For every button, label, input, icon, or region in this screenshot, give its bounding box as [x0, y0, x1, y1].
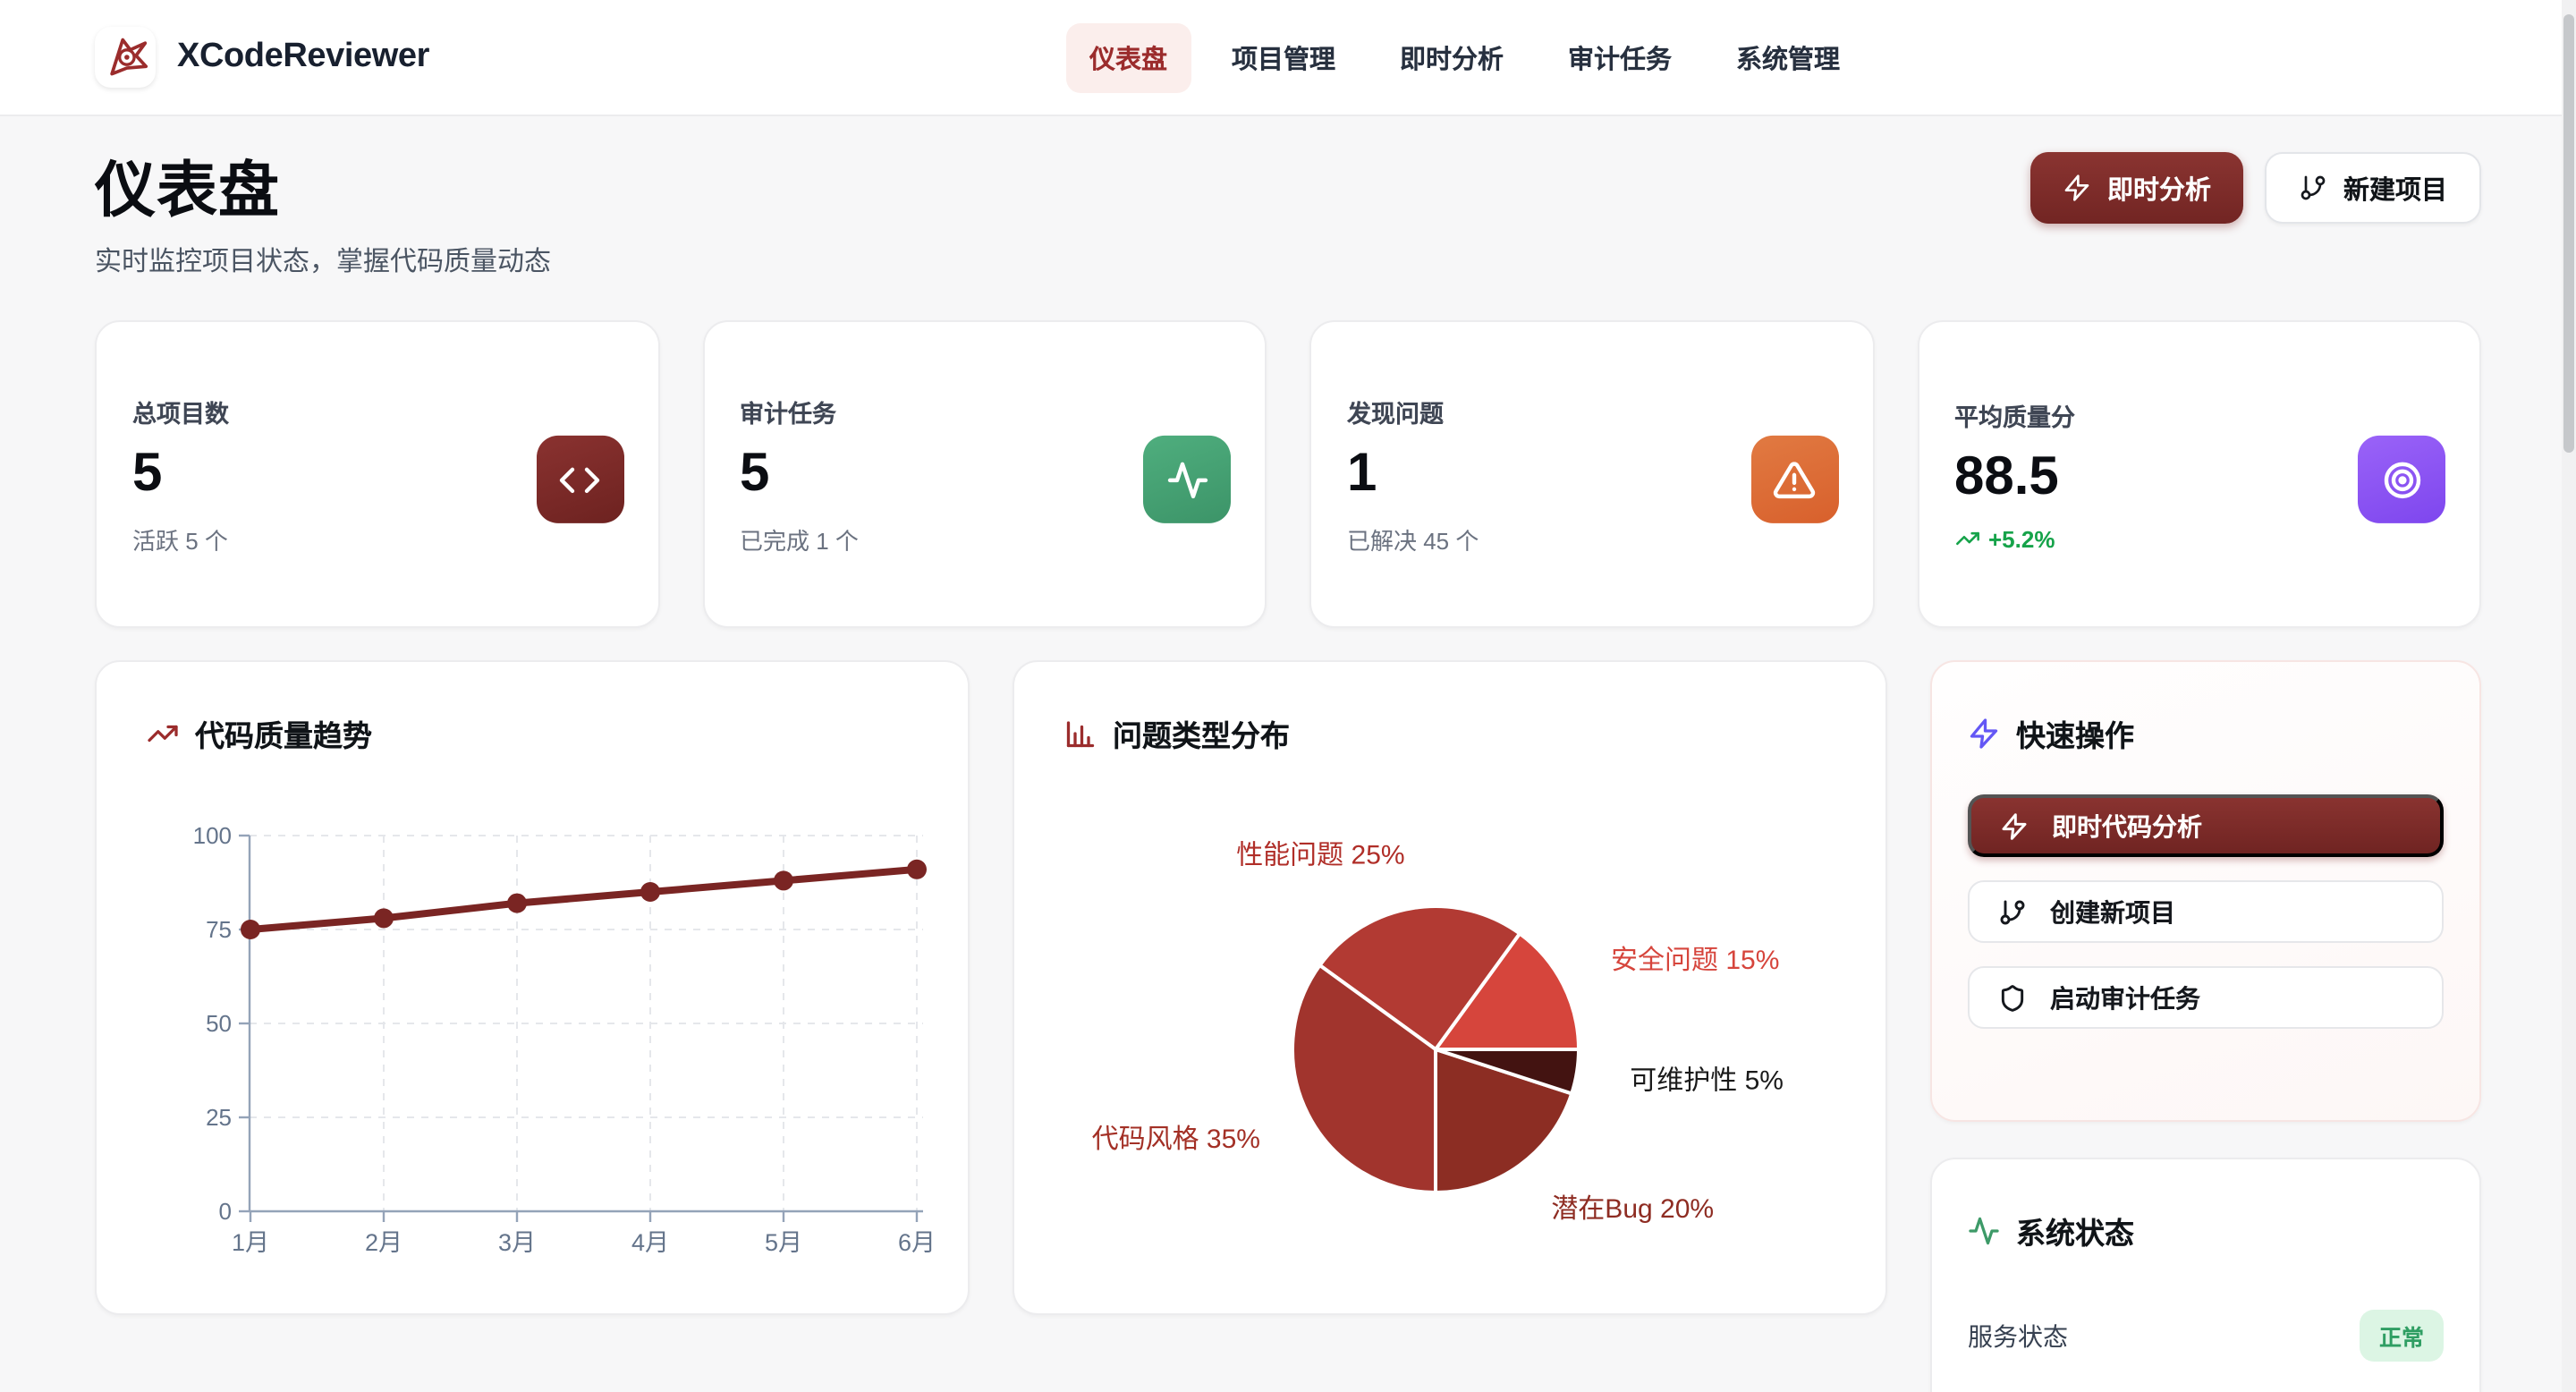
new-project-button[interactable]: 新建项目 — [2265, 152, 2481, 224]
page-head-text: 仪表盘 实时监控项目状态，掌握代码质量动态 — [95, 141, 551, 279]
bolt-icon — [1968, 717, 2000, 750]
svg-text:可维护性 5%: 可维护性 5% — [1630, 1065, 1784, 1095]
stat-sub: 已解决 45 个 — [1347, 527, 1479, 554]
stat-trend: +5.2% — [1954, 525, 2444, 552]
quick-action-label: 启动审计任务 — [2050, 983, 2200, 1012]
quick-action-label: 创建新项目 — [2050, 897, 2175, 926]
issue-distribution-card: 问题类型分布 安全问题 15% 性能问题 25% 代码风格 35% 潜在Bug 20%… — [1013, 660, 1887, 1315]
svg-text:4月: 4月 — [631, 1229, 669, 1256]
system-status-rows: 服务状态正常API响应45ms — [1968, 1310, 2444, 1392]
svg-text:潜在Bug 20%: 潜在Bug 20% — [1551, 1194, 1714, 1224]
stat-card-0: 总项目数 5 活跃 5 个 — [95, 320, 659, 628]
stat-label: 总项目数 — [132, 400, 229, 427]
shield-icon — [1998, 983, 2027, 1012]
stat-card-2: 发现问题 1 已解决 45 个 — [1309, 320, 1874, 628]
stat-card-1: 审计任务 5 已完成 1 个 — [702, 320, 1267, 628]
stat-value: 1 — [1347, 443, 1377, 502]
new-project-label: 新建项目 — [2343, 176, 2447, 205]
charts-row: 代码质量趋势 0 25 50 75 100 1月 2月 3月 4月 5月 6月 问题类型分布 安全问… — [95, 660, 2481, 1392]
svg-text:3月: 3月 — [498, 1229, 536, 1256]
trending-up-icon — [1954, 526, 1979, 551]
nav-item-1[interactable]: 项目管理 — [1232, 47, 1335, 75]
quick-actions-title-row: 快速操作 — [1968, 662, 2444, 755]
app-logo-icon — [95, 27, 156, 88]
svg-text:安全问题 15%: 安全问题 15% — [1611, 946, 1779, 975]
quality-trend-title: 代码质量趋势 — [195, 721, 372, 753]
git-branch-icon — [2299, 174, 2327, 202]
svg-text:100: 100 — [193, 822, 232, 849]
svg-text:25: 25 — [206, 1104, 232, 1131]
quick-action-buttons: 即时代码分析 创建新项目启动审计任务 — [1968, 794, 2444, 1029]
nav-items: 仪表盘 项目管理 即时分析 审计任务 系统管理 — [1066, 0, 1863, 116]
activity-icon — [1968, 1215, 2000, 1247]
issue-distribution-title-row: 问题类型分布 — [1014, 662, 1885, 755]
stat-sub: 已完成 1 个 — [740, 527, 859, 554]
status-label: 服务状态 — [1968, 1321, 2068, 1350]
main-content: 仪表盘 实时监控项目状态，掌握代码质量动态 即时分析 新建项目 — [0, 141, 2576, 1392]
svg-text:6月: 6月 — [898, 1229, 936, 1256]
bolt-icon — [2000, 811, 2029, 840]
system-status-title-row: 系统状态 — [1968, 1159, 2444, 1252]
nav-item-0[interactable]: 仪表盘 — [1066, 23, 1191, 93]
issue-distribution-title: 问题类型分布 — [1113, 721, 1290, 753]
quick-action-2[interactable]: 启动审计任务 — [1968, 966, 2444, 1029]
svg-text:1月: 1月 — [232, 1229, 269, 1256]
svg-text:0: 0 — [219, 1198, 232, 1225]
svg-text:5月: 5月 — [765, 1229, 802, 1256]
stat-value: 5 — [132, 443, 163, 502]
instant-analysis-label: 即时分析 — [2107, 176, 2211, 205]
quick-action-1[interactable]: 创建新项目 — [1968, 880, 2444, 943]
svg-text:性能问题 25%: 性能问题 25% — [1236, 841, 1404, 870]
status-badge: 正常 — [2359, 1310, 2444, 1362]
quality-trend-chart: 0 25 50 75 100 1月 2月 3月 4月 5月 6月 — [193, 822, 936, 1256]
quick-action-label: 即时代码分析 — [2052, 811, 2202, 840]
brand-name: XCodeReviewer — [177, 38, 430, 75]
svg-text:75: 75 — [206, 916, 232, 943]
code-icon — [536, 435, 623, 523]
nav-item-3[interactable]: 审计任务 — [1568, 47, 1672, 75]
page-title: 仪表盘 — [95, 157, 280, 225]
instant-analysis-button[interactable]: 即时分析 — [2030, 152, 2243, 224]
stat-sub: 活跃 5 个 — [132, 527, 228, 554]
stat-label: 发现问题 — [1347, 400, 1444, 427]
page-subtitle: 实时监控项目状态，掌握代码质量动态 — [95, 247, 552, 277]
bar-chart-icon — [1064, 717, 1097, 750]
svg-text:2月: 2月 — [365, 1229, 402, 1256]
quality-trend-card: 代码质量趋势 0 25 50 75 100 1月 2月 3月 4月 5月 6月 — [95, 660, 970, 1315]
stat-label: 平均质量分 — [1954, 403, 2075, 430]
head-actions: 即时分析 新建项目 — [2030, 152, 2481, 224]
stats-grid: 总项目数 5 活跃 5 个 审计任务 5 已完成 1 个 发现问题 1 已解决 45 个 平均质量… — [95, 320, 2481, 628]
git-branch-icon — [1998, 897, 2027, 926]
stat-trend-value: +5.2% — [1988, 525, 2055, 552]
system-status-card: 系统状态 服务状态正常API响应45ms — [1930, 1158, 2481, 1392]
brand[interactable]: XCodeReviewer — [95, 27, 429, 88]
svg-text:代码风格 35%: 代码风格 35% — [1092, 1125, 1260, 1154]
status-row-0: 服务状态 正常 — [1968, 1310, 2444, 1362]
system-status-title: 系统状态 — [2016, 1218, 2134, 1251]
stat-value: 88.5 — [1954, 446, 2059, 505]
trending-up-icon — [147, 717, 179, 750]
nav-item-4[interactable]: 系统管理 — [1736, 47, 1840, 75]
scrollbar-thumb[interactable] — [2563, 14, 2574, 453]
stat-value: 5 — [740, 443, 770, 502]
activity-icon — [1143, 435, 1231, 523]
quick-actions-card: 快速操作 即时代码分析 创建新项目启动审计任务 — [1930, 660, 2481, 1122]
stat-label: 审计任务 — [740, 400, 836, 427]
target-icon — [2358, 435, 2445, 523]
navbar: XCodeReviewer 仪表盘 项目管理 即时分析 审计任务 系统管理 — [0, 0, 2576, 116]
page-head: 仪表盘 实时监控项目状态，掌握代码质量动态 即时分析 新建项目 — [95, 141, 2481, 279]
quick-action-0[interactable]: 即时代码分析 — [1968, 794, 2444, 857]
stat-card-3: 平均质量分 88.5 +5.2% — [1917, 320, 2481, 628]
quality-trend-title-row: 代码质量趋势 — [97, 662, 968, 755]
scrollbar-track[interactable] — [2562, 0, 2576, 1392]
svg-text:50: 50 — [206, 1010, 232, 1037]
quick-actions-title: 快速操作 — [2016, 721, 2134, 753]
nav-item-2[interactable]: 即时分析 — [1400, 47, 1504, 75]
bolt-icon — [2063, 174, 2091, 202]
alert-triangle-icon — [1750, 435, 1838, 523]
issue-distribution-chart: 安全问题 15% 性能问题 25% 代码风格 35% 潜在Bug 20% 可维护性 5% — [1092, 841, 1784, 1224]
